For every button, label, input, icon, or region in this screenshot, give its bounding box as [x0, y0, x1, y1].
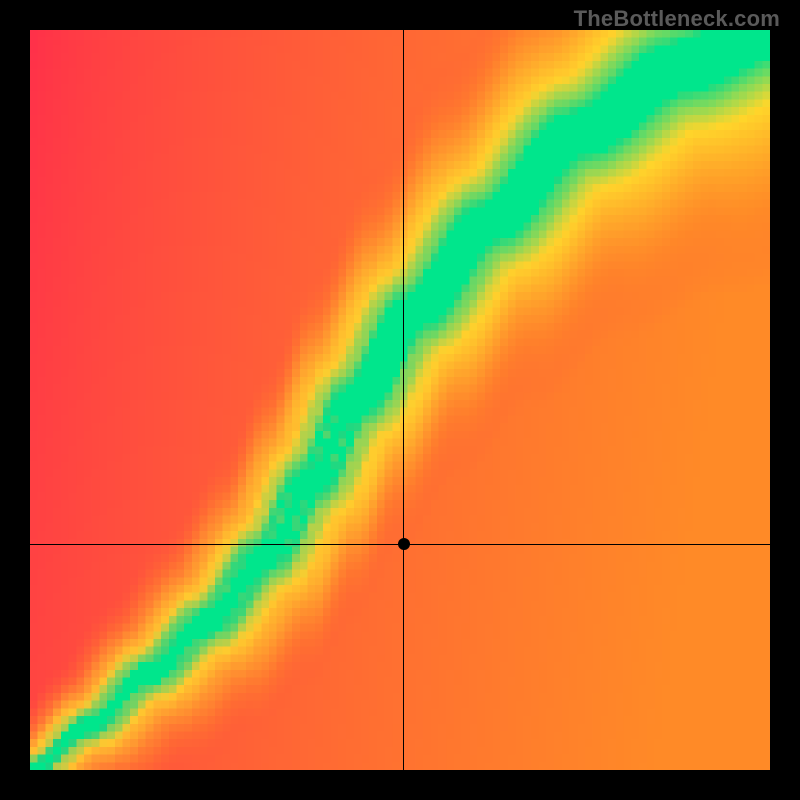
- heatmap-plot-area: [30, 30, 770, 770]
- bottleneck-heatmap-canvas: [30, 30, 770, 770]
- watermark-text: TheBottleneck.com: [574, 6, 780, 32]
- marker-point: [398, 538, 410, 550]
- crosshair-vertical: [403, 30, 404, 770]
